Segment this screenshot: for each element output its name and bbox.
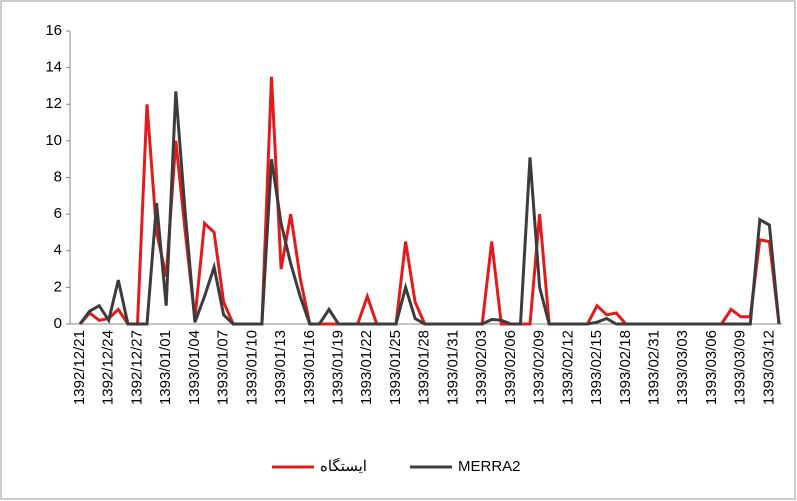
- x-tick-label: 1393/01/19: [330, 330, 347, 405]
- y-tick-label: 2: [54, 278, 62, 295]
- x-tick-label: 1393/02/18: [617, 330, 634, 405]
- y-tick-label: 10: [45, 132, 62, 149]
- y-tick-label: 6: [54, 205, 62, 222]
- x-tick-label: 1393/01/07: [215, 330, 232, 405]
- x-tick-label: 1393/01/31: [444, 330, 461, 405]
- x-tick-label: 1393/03/12: [760, 330, 777, 405]
- x-tick-label: 1393/01/01: [157, 330, 174, 405]
- x-tick-label: 1393/03/06: [703, 330, 720, 405]
- x-tick-label: 1393/02/31: [645, 330, 662, 405]
- y-tick-label: 4: [54, 242, 62, 259]
- x-tick-label: 1393/02/03: [473, 330, 490, 405]
- x-tick-label: 1393/02/06: [502, 330, 519, 405]
- x-tick-label: 1392/12/21: [71, 330, 88, 405]
- legend-label: MERRA2: [458, 458, 521, 475]
- x-tick-label: 1393/02/15: [588, 330, 605, 405]
- y-tick-label: 14: [45, 59, 62, 76]
- x-tick-label: 1393/02/12: [559, 330, 576, 405]
- y-tick-label: 12: [45, 95, 62, 112]
- data-line: [78, 91, 781, 326]
- x-tick-label: 1393/03/09: [732, 330, 749, 405]
- y-tick-label: 0: [54, 315, 62, 332]
- x-tick-label: 1393/01/22: [358, 330, 375, 405]
- x-tick-label: 1393/01/10: [243, 330, 260, 405]
- x-tick-label: 1392/12/27: [128, 330, 145, 405]
- x-tick-label: 1393/01/13: [272, 330, 289, 405]
- x-tick-label: 1393/01/04: [186, 330, 203, 405]
- y-tick-label: 8: [54, 168, 62, 185]
- x-tick-label: 1393/02/09: [531, 330, 548, 405]
- x-tick-label: 1393/01/16: [301, 330, 318, 405]
- x-tick-label: 1393/01/28: [416, 330, 433, 405]
- x-tick-label: 1392/12/24: [100, 330, 117, 405]
- legend-label: ایستگاه: [320, 457, 367, 475]
- x-tick-label: 1393/03/03: [674, 330, 691, 405]
- x-tick-label: 1393/01/25: [387, 330, 404, 405]
- y-tick-label: 16: [45, 22, 62, 39]
